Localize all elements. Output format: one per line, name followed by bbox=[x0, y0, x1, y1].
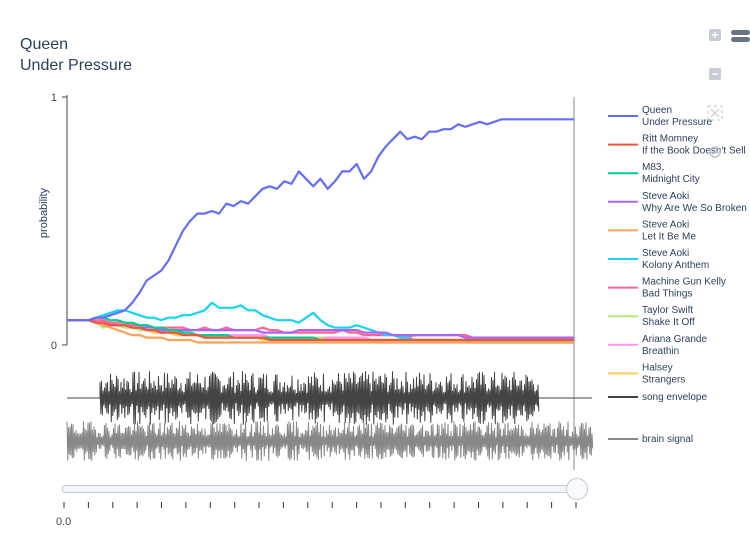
pan-button[interactable] bbox=[731, 29, 750, 42]
legend-label: Queen bbox=[642, 105, 672, 116]
legend-label: Kolony Anthem bbox=[642, 260, 709, 271]
legend-label: brain signal bbox=[642, 434, 693, 445]
zoom-in-button[interactable]: + bbox=[709, 29, 721, 41]
zoom-out-button[interactable]: − bbox=[709, 68, 721, 80]
legend-label: Let It Be Me bbox=[642, 231, 696, 242]
reset-axes-icon[interactable] bbox=[709, 146, 721, 158]
series-line-4 bbox=[67, 319, 574, 344]
legend-label: M83, bbox=[642, 162, 664, 173]
legend-label: Strangers bbox=[642, 374, 685, 385]
legend-label: Ritt Momney bbox=[642, 134, 698, 145]
chart-title-artist: Queen bbox=[20, 36, 69, 53]
autoscale-icon[interactable] bbox=[707, 105, 723, 121]
y-axis-label: probability bbox=[38, 187, 50, 238]
chart-title-song: Under Pressure bbox=[20, 57, 133, 74]
layers-icon bbox=[731, 30, 750, 42]
song-envelope-trace bbox=[67, 371, 592, 425]
legend-item-2[interactable]: M83,Midnight City bbox=[608, 162, 700, 185]
legend-label: Bad Things bbox=[642, 289, 692, 300]
legend-label: Ariana Grande bbox=[642, 334, 707, 345]
legend-label: Machine Gun Kelly bbox=[642, 277, 726, 288]
time-slider-handle[interactable] bbox=[566, 478, 588, 500]
time-slider-track[interactable] bbox=[62, 485, 584, 493]
legend-label: Steve Aoki bbox=[642, 248, 689, 259]
legend-label: Steve Aoki bbox=[642, 219, 689, 230]
series-line-0 bbox=[67, 118, 574, 322]
plus-icon: + bbox=[711, 28, 719, 42]
legend-label: song envelope bbox=[642, 392, 707, 403]
slider-ticks bbox=[63, 502, 577, 508]
legend-label: Halsey bbox=[642, 362, 673, 373]
legend-label: Taylor Swift bbox=[642, 305, 693, 316]
brain-signal-trace bbox=[66, 420, 594, 462]
legend-label: Shake It Off bbox=[642, 317, 695, 328]
legend-item-extra-0[interactable]: song envelope bbox=[608, 392, 707, 403]
series-line-1 bbox=[67, 319, 574, 342]
legend-label: Why Are We So Broken bbox=[642, 203, 747, 214]
legend-label: Steve Aoki bbox=[642, 191, 689, 202]
legend-item-extra-1[interactable]: brain signal bbox=[608, 434, 693, 445]
y-tick-label: 0 bbox=[51, 340, 57, 352]
legend-label: If the Book Doesn't Sell bbox=[642, 146, 746, 157]
legend-label: Breathin bbox=[642, 346, 679, 357]
chart-title: Queen Under Pressure bbox=[20, 34, 132, 76]
minus-icon: − bbox=[711, 67, 719, 81]
slider-current-value: 0.0 bbox=[56, 516, 72, 528]
legend-label: Under Pressure bbox=[642, 117, 712, 128]
legend-label: Midnight City bbox=[642, 174, 700, 185]
y-tick-label: 1 bbox=[51, 92, 57, 104]
